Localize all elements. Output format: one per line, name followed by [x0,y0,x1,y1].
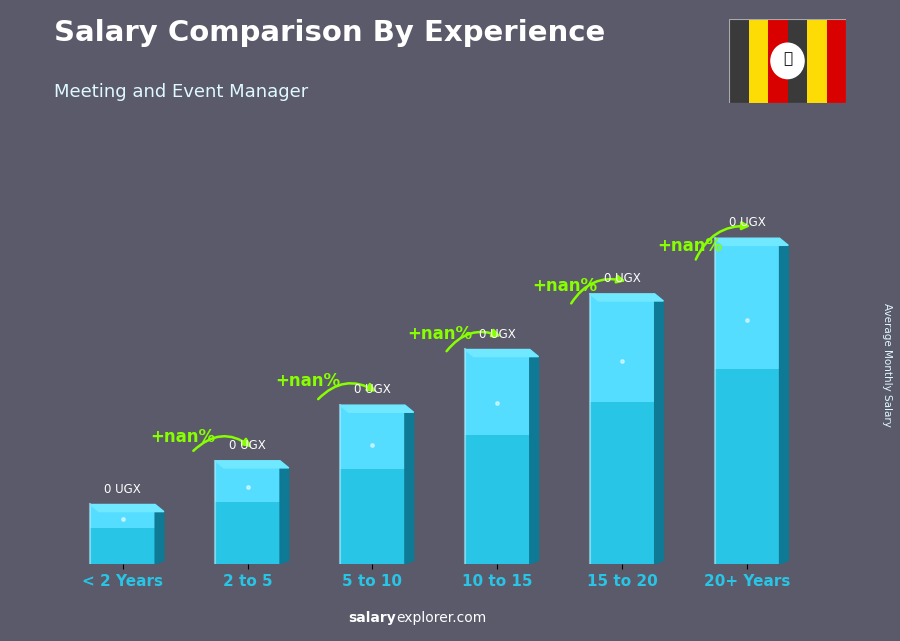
Text: 0 UGX: 0 UGX [479,328,516,341]
Text: +nan%: +nan% [275,372,340,390]
Bar [807,19,826,103]
Text: 0 UGX: 0 UGX [604,272,641,285]
Text: 0 UGX: 0 UGX [354,383,391,396]
Bar [715,369,779,564]
Polygon shape [715,238,788,246]
Bar [788,19,807,103]
Bar [749,19,768,103]
Text: Meeting and Event Manager: Meeting and Event Manager [54,83,308,101]
Polygon shape [215,461,289,468]
Polygon shape [590,294,663,301]
Polygon shape [779,238,788,564]
Text: 0 UGX: 0 UGX [230,439,266,452]
Text: 0 UGX: 0 UGX [104,483,141,495]
Circle shape [771,43,804,79]
Polygon shape [405,405,414,564]
Text: salary: salary [348,611,396,625]
Bar [340,469,405,564]
Polygon shape [530,349,538,564]
Bar [768,19,788,103]
Text: 🦤: 🦤 [783,51,792,66]
Bar [215,461,280,502]
Polygon shape [90,504,164,512]
Polygon shape [280,461,289,564]
Bar [729,19,749,103]
Bar [90,528,155,564]
Bar [465,349,530,435]
Bar [215,502,280,564]
Text: Average Monthly Salary: Average Monthly Salary [881,303,892,428]
Polygon shape [340,405,414,412]
Bar [590,294,654,402]
Text: +nan%: +nan% [532,277,598,295]
Polygon shape [465,349,538,356]
Bar [465,435,530,564]
Bar [340,405,405,469]
Bar [715,238,779,369]
Bar [90,504,155,528]
Text: +nan%: +nan% [150,428,215,446]
Text: +nan%: +nan% [408,324,472,342]
Polygon shape [654,294,663,564]
Bar [590,402,654,564]
Text: Salary Comparison By Experience: Salary Comparison By Experience [54,19,605,47]
Polygon shape [155,504,164,564]
Text: explorer.com: explorer.com [396,611,486,625]
Text: 0 UGX: 0 UGX [729,217,766,229]
Text: +nan%: +nan% [657,237,723,255]
Bar [826,19,846,103]
